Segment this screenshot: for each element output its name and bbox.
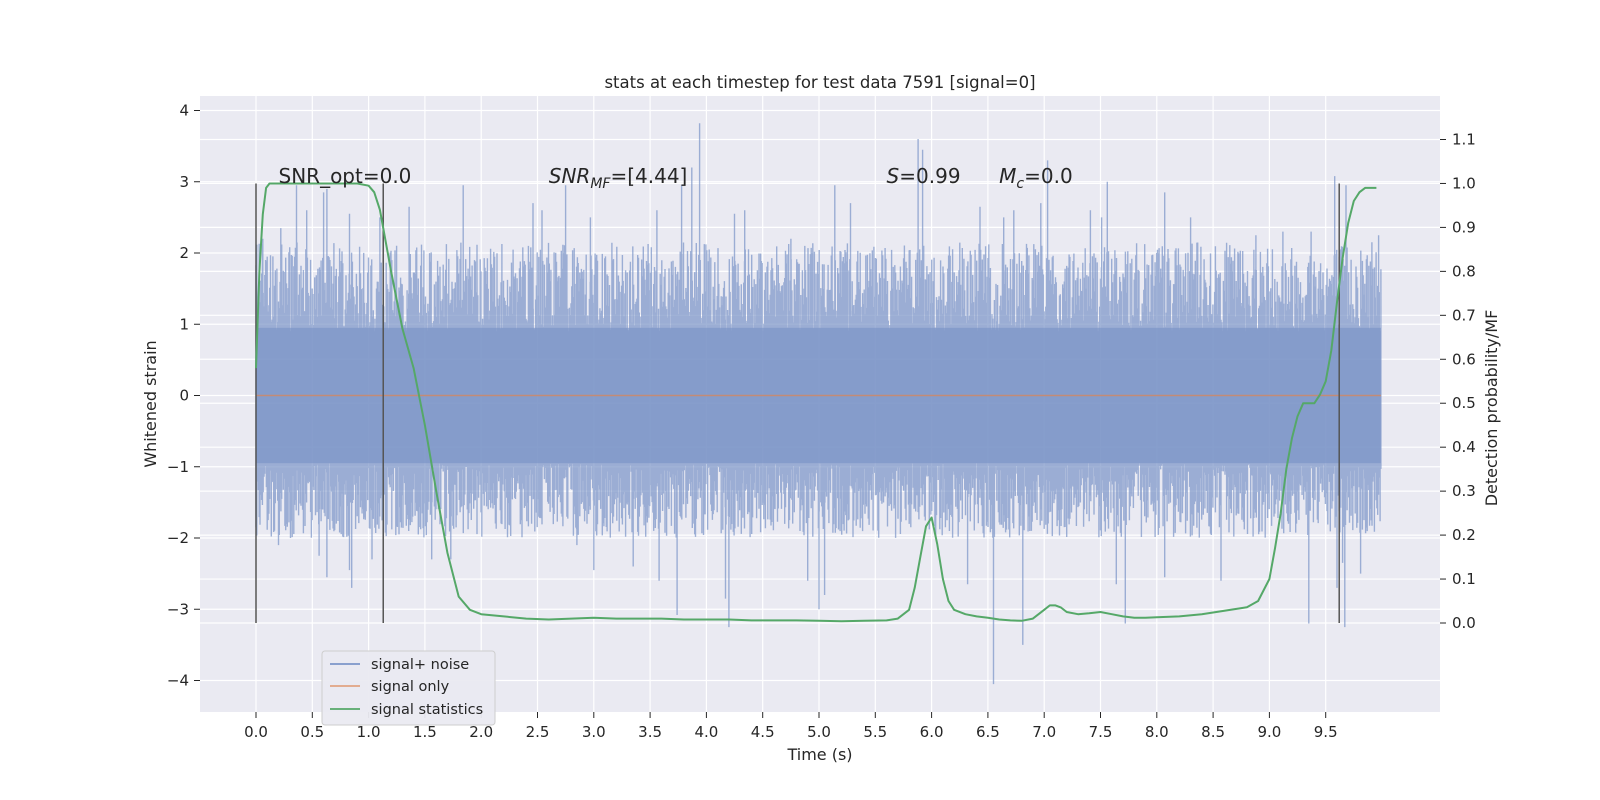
y2-axis-ticks: 1.1 1.0 0.9 0.8 0.7 0.6 0.5 0.4 0.3 0.2 0.1 0.0 xyxy=(1440,131,1476,632)
x-tick-label: 2.5 xyxy=(526,723,550,741)
y2-tick-label: 0.2 xyxy=(1452,526,1476,544)
x-tick-label: 2.0 xyxy=(469,723,493,741)
y2-tick-label: 0.3 xyxy=(1452,482,1476,500)
x-tick-label: 7.5 xyxy=(1089,723,1113,741)
y2-tick-label: 0.1 xyxy=(1452,570,1476,588)
vertical-markers xyxy=(255,183,1340,623)
x-tick-label: 6.5 xyxy=(976,723,1000,741)
y-tick-label: −3 xyxy=(167,600,189,618)
x-tick-label: 1.5 xyxy=(413,723,437,741)
y2-tick-label: 0.6 xyxy=(1452,350,1476,368)
y2-tick-label: 0.4 xyxy=(1452,438,1476,456)
y-tick-label: 2 xyxy=(179,244,189,262)
x-axis-ticks: 0.0 0.5 1.0 1.5 2.0 2.5 3.0 3.5 4.0 4.5 5.0 5.5 6.0 6… xyxy=(244,712,1338,741)
legend: signal+ noise signal only signal statist… xyxy=(321,650,496,726)
y2-tick-label: 0.8 xyxy=(1452,262,1476,280)
annotation-1: SNRMF=[4.44] xyxy=(549,164,688,192)
y2-tick-label: 0.5 xyxy=(1452,394,1476,412)
y-axis-label: Whitened strain xyxy=(141,340,160,467)
y-tick-label: 3 xyxy=(179,173,189,191)
x-tick-label: 1.0 xyxy=(357,723,381,741)
y-axis-ticks: 4 3 2 1 0 −1 −2 −3 −4 xyxy=(167,102,200,690)
y2-tick-label: 1.1 xyxy=(1452,131,1476,149)
y-tick-label: −4 xyxy=(167,672,189,690)
y2-axis-label: Detection probability/MF xyxy=(1482,310,1501,507)
annotation-3: Mc=0.0 xyxy=(999,164,1073,192)
y-tick-label: −1 xyxy=(167,458,189,476)
legend-box xyxy=(321,650,496,726)
x-tick-label: 6.0 xyxy=(920,723,944,741)
x-tick-label: 4.0 xyxy=(694,723,718,741)
annotation-2: S=0.99 xyxy=(887,164,961,188)
x-tick-label: 9.0 xyxy=(1257,723,1281,741)
chart-title: stats at each timestep for test data 759… xyxy=(604,73,1035,92)
y-tick-label: −2 xyxy=(167,529,189,547)
legend-label-signal-plus-noise: signal+ noise xyxy=(371,657,469,673)
x-tick-label: 5.0 xyxy=(807,723,831,741)
x-tick-label: 5.5 xyxy=(863,723,887,741)
y-tick-label: 0 xyxy=(179,387,189,405)
y2-tick-label: 0.0 xyxy=(1452,614,1476,632)
x-tick-label: 0.5 xyxy=(300,723,324,741)
x-tick-label: 8.0 xyxy=(1145,723,1169,741)
y2-tick-label: 0.9 xyxy=(1452,218,1476,236)
x-tick-label: 3.5 xyxy=(638,723,662,741)
y2-tick-label: 1.0 xyxy=(1452,174,1476,192)
x-axis-label: Time (s) xyxy=(786,745,852,764)
x-tick-label: 3.0 xyxy=(582,723,606,741)
annotations: SNR_opt=0.0 SNRMF=[4.44] S=0.99 Mc=0.0 xyxy=(279,164,1073,192)
x-tick-label: 8.5 xyxy=(1201,723,1225,741)
signal-statistics-line xyxy=(255,182,1377,623)
y-tick-label: 1 xyxy=(179,315,189,333)
legend-label-signal-statistics: signal statistics xyxy=(371,702,483,718)
x-tick-label: 0.0 xyxy=(244,723,268,741)
x-tick-label: 7.0 xyxy=(1032,723,1056,741)
annotation-0: SNR_opt=0.0 xyxy=(279,164,412,188)
legend-label-signal-only: signal only xyxy=(371,679,450,695)
x-tick-label: 9.5 xyxy=(1314,723,1338,741)
y2-tick-label: 0.7 xyxy=(1452,306,1476,324)
series-signal-statistics xyxy=(255,182,1377,623)
x-tick-label: 4.5 xyxy=(751,723,775,741)
y-tick-label: 4 xyxy=(179,102,189,120)
